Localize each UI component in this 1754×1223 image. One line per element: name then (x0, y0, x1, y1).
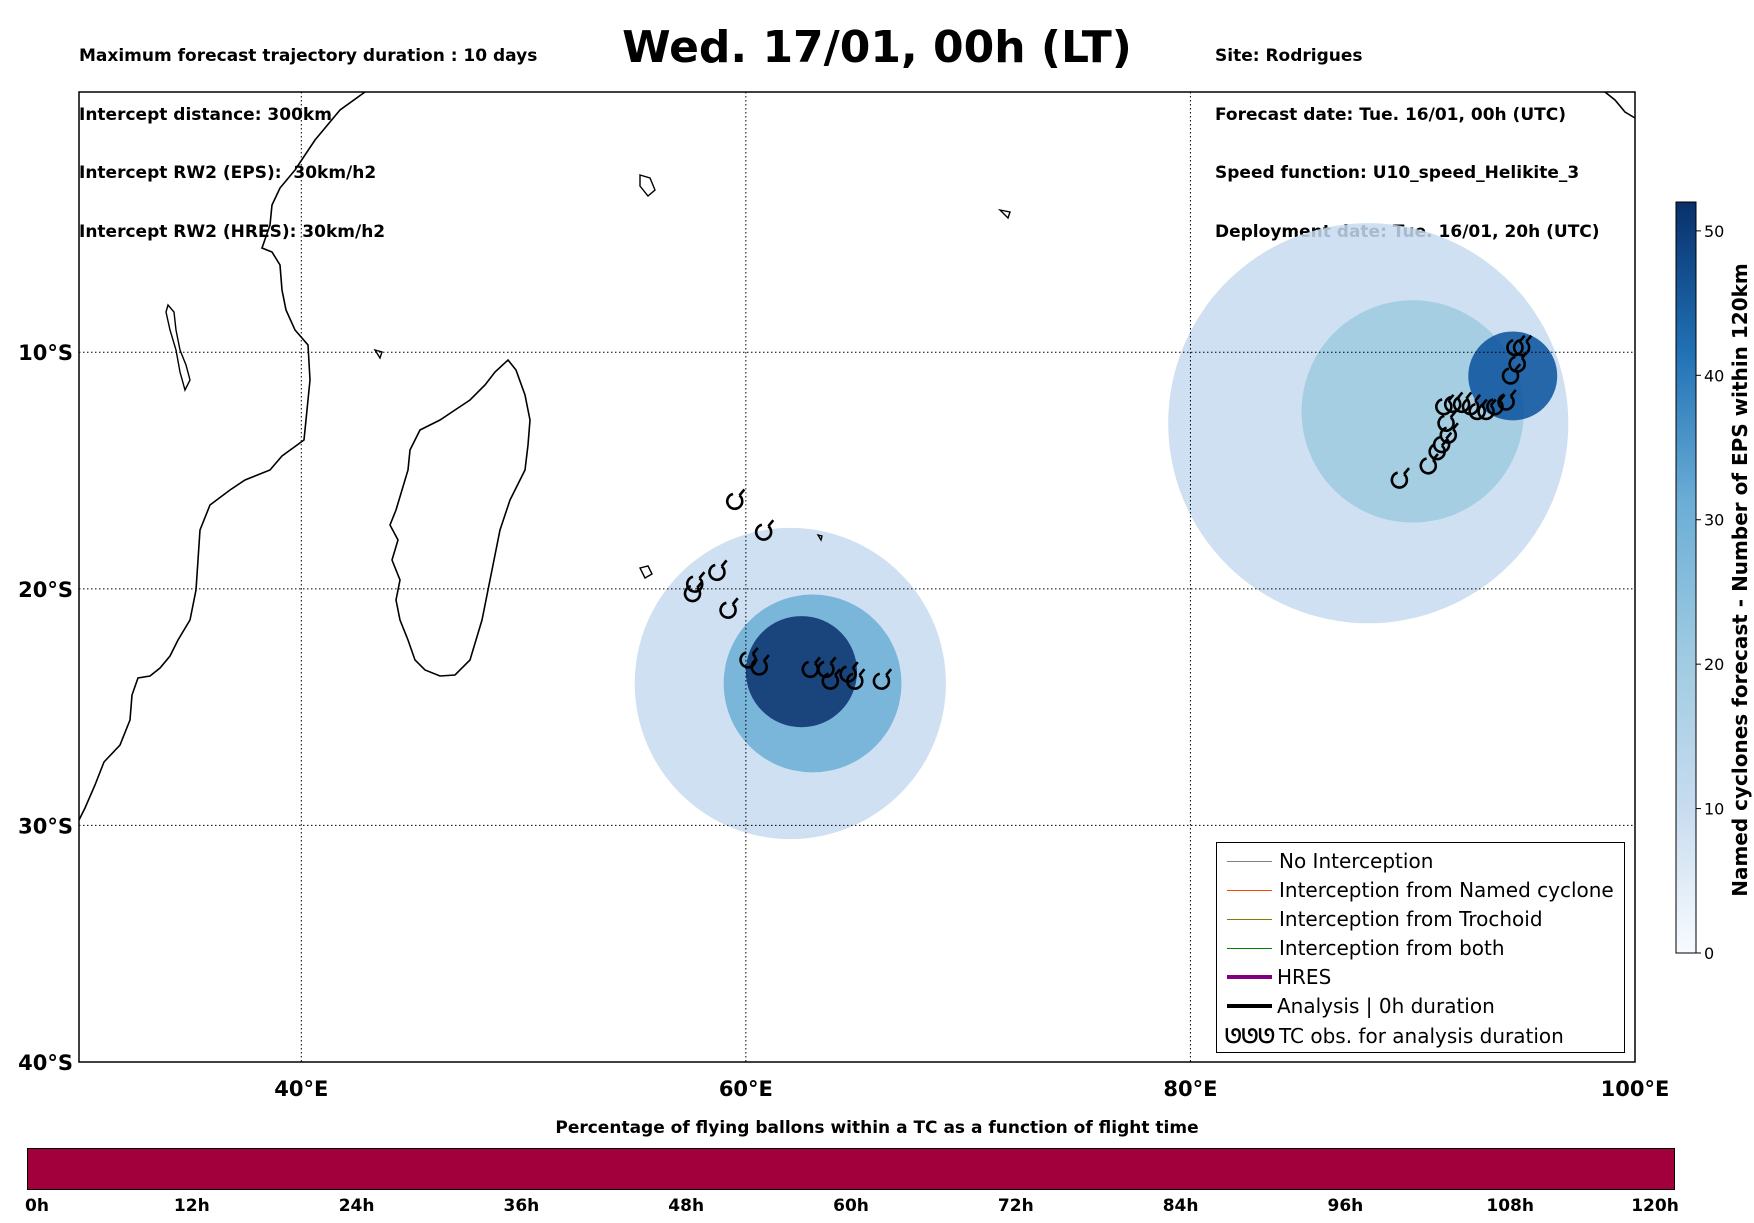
tc-obs-marker (1501, 363, 1522, 385)
flight-tick-label: 72h (997, 1196, 1034, 1216)
lat-tick-label: 10°S (18, 341, 73, 365)
lat-tick-label: 30°S (18, 814, 73, 838)
colorbar-tick-label: 50 (1704, 222, 1724, 241)
seychelles-island (639, 174, 656, 198)
lon-labels: 40°E 60°E 80°E 100°E (274, 1077, 1669, 1101)
header-right-line: Speed function: U10_speed_Helikite_3 (1215, 163, 1580, 183)
madagascar-coastline (389, 358, 531, 677)
tc-obs-marker (1497, 389, 1517, 411)
tc-obs-marker (726, 488, 746, 511)
tc-obs-marker (1452, 391, 1473, 414)
header-left-line: Intercept distance: 300km (79, 104, 332, 125)
colorbar (1675, 201, 1697, 954)
legend-swatch (1227, 948, 1272, 949)
legend-item: No Interception (1217, 849, 1624, 875)
colorbar-tick-label: 40 (1704, 366, 1724, 385)
africa-coastline (79, 92, 366, 821)
legend: No Interception Interception from Named … (1216, 842, 1625, 1053)
density-blob (745, 616, 858, 728)
header-left-line: Intercept RW2 (EPS): 30km/h2 (79, 163, 377, 183)
tc-obs-marker (846, 668, 866, 690)
flight-tick-label: 120h (1631, 1196, 1679, 1216)
legend-swatch (1227, 975, 1272, 979)
land-layer (79, 92, 1635, 821)
density-blob (1468, 331, 1558, 421)
colorbar-tick-label: 20 (1704, 655, 1724, 674)
density-layer (634, 223, 1569, 840)
flight-tick-label: 0h (25, 1196, 49, 1216)
legend-item: Analysis | 0h duration (1217, 994, 1624, 1020)
chagos-island (997, 208, 1011, 220)
tc-obs-marker (754, 519, 775, 541)
legend-label: Analysis | 0h duration (1277, 994, 1495, 1018)
flight-tick-label: 108h (1486, 1196, 1534, 1216)
pemba-island (165, 303, 191, 392)
legend-label: Interception from Named cyclone (1279, 878, 1614, 902)
legend-swatch (1227, 861, 1272, 862)
flight-tick-label: 48h (668, 1196, 705, 1216)
map-frame (78, 91, 1636, 1063)
legend-swatch (1227, 919, 1272, 920)
tc-obs-marker (683, 580, 704, 603)
header-left: Maximum forecast trajectory duration : 1… (79, 8, 537, 262)
legend-item: HRES (1217, 965, 1624, 991)
header-right: Site: Rodrigues Forecast date: Tue. 16/0… (1215, 8, 1600, 262)
tc-obs-marker (872, 668, 893, 690)
grid-layer (79, 92, 1635, 1062)
flight-tick-label: 36h (503, 1196, 540, 1216)
flight-tick-label: 12h (173, 1196, 210, 1216)
legend-label: Interception from Trochoid (1279, 907, 1543, 931)
flight-tick-label: 24h (338, 1196, 375, 1216)
tc-obs-marker (739, 647, 759, 669)
legend-label: Interception from both (1279, 936, 1505, 960)
legend-item: Interception from both (1217, 936, 1624, 962)
lon-tick-label: 100°E (1601, 1077, 1670, 1101)
flight-tick-label: 60h (833, 1196, 869, 1216)
legend-label: HRES (1277, 965, 1332, 989)
flight-bar-title: Percentage of flying ballons within a TC… (555, 1118, 1199, 1138)
legend-label: TC obs. for analysis duration (1279, 1024, 1564, 1048)
flight-percentage-bar (27, 1148, 1675, 1190)
density-blob (1301, 300, 1524, 523)
legend-item: ᘎᘎᘎ TC obs. for analysis duration (1217, 1024, 1624, 1050)
tc-obs-marker (1477, 398, 1497, 421)
tc-obs-layer (683, 334, 1533, 690)
flight-tick-label: 84h (1162, 1196, 1199, 1216)
lat-tick-label: 20°S (18, 578, 73, 602)
tc-obs-marker (1512, 334, 1533, 357)
sumatra-coastline (1604, 92, 1635, 119)
tc-obs-marker (708, 559, 728, 582)
colorbar-tick-label: 10 (1704, 800, 1724, 819)
map-title: Wed. 17/01, 00h (LT) (622, 22, 1132, 73)
lat-tick-label: 40°S (18, 1051, 73, 1075)
colorbar-label: Named cyclones forecast - Number of EPS … (1728, 263, 1752, 897)
reunion-island (816, 533, 823, 542)
tc-obs-marker (750, 654, 770, 676)
colorbar-ticks: 0 10 20 30 40 50 (1696, 222, 1724, 963)
header-right-line: Site: Rodrigues (1215, 46, 1363, 66)
legend-item: Interception from Trochoid (1217, 907, 1624, 933)
legend-swatch (1227, 1004, 1272, 1008)
flight-tick-label: 96h (1327, 1196, 1364, 1216)
legend-item: Interception from Named cyclone (1217, 878, 1624, 904)
colorbar-tick-label: 0 (1704, 944, 1714, 963)
legend-swatch (1227, 890, 1272, 891)
header-right-line: Forecast date: Tue. 16/01, 00h (UTC) (1215, 104, 1566, 125)
header-left-line: Intercept RW2 (HRES): 30km/h2 (79, 221, 386, 242)
legend-label: No Interception (1279, 849, 1434, 873)
mauritius-island (638, 565, 653, 579)
tc-obs-marker (1506, 334, 1526, 357)
tc-obs-marker (821, 668, 841, 690)
lon-tick-label: 40°E (274, 1077, 328, 1101)
lon-tick-label: 80°E (1163, 1077, 1217, 1101)
comoros-island (373, 348, 383, 360)
colorbar-tick-label: 30 (1704, 511, 1724, 530)
lon-tick-label: 60°E (719, 1077, 773, 1101)
tc-obs-marker (719, 597, 739, 619)
tc-symbol-icon: ᘎᘎᘎ (1225, 1024, 1275, 1048)
tc-obs-marker (1390, 467, 1411, 489)
header-left-line: Maximum forecast trajectory duration : 1… (79, 46, 538, 66)
lat-labels: 10°S 20°S 30°S 40°S (18, 341, 73, 1075)
